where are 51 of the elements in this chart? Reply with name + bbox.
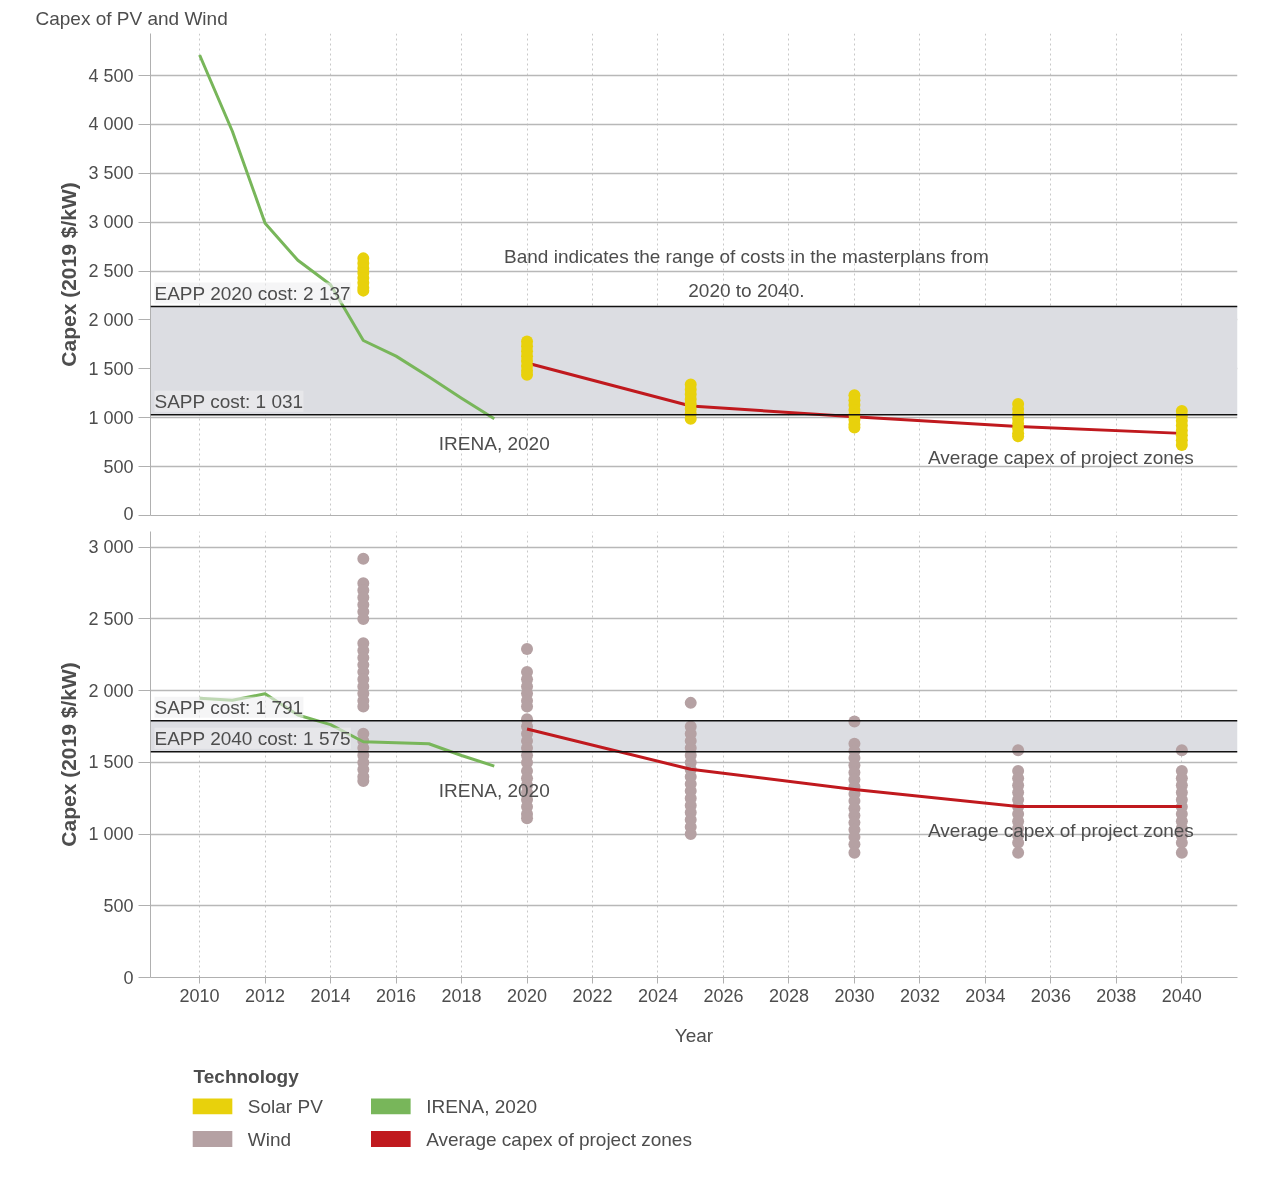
ref-line-label: SAPP cost: 1 031 xyxy=(154,390,304,412)
y-tick-label: 500 xyxy=(103,895,134,916)
legend-label: Average capex of project zones xyxy=(426,1128,692,1150)
x-tick-label: 2012 xyxy=(245,985,286,1006)
y-tick-label: 4 000 xyxy=(88,114,134,135)
legend-label: Solar PV xyxy=(247,1095,324,1117)
y-axis-title: Capex (2019 $/kW) xyxy=(57,662,81,847)
x-tick-label: 2022 xyxy=(572,985,613,1006)
legend-label: IRENA, 2020 xyxy=(426,1095,538,1117)
x-tick-label: 2038 xyxy=(1096,985,1137,1006)
x-tick-label: 2016 xyxy=(376,985,417,1006)
y-tick-label: 3 500 xyxy=(88,163,134,184)
x-tick-label: 2032 xyxy=(899,985,940,1006)
x-tick-label: 2028 xyxy=(768,985,809,1006)
y-tick-label: 2 500 xyxy=(88,608,134,629)
x-tick-label: 2030 xyxy=(834,985,875,1006)
y-tick-label: 4 500 xyxy=(88,65,134,86)
x-axis-title: Year xyxy=(674,1024,714,1046)
y-tick-label: 2 000 xyxy=(88,309,134,330)
x-tick-label: 2026 xyxy=(703,985,744,1006)
series-label: Average capex of project zones xyxy=(928,820,1194,842)
x-tick-label: 2024 xyxy=(637,985,679,1006)
text: IRENA, 2020 xyxy=(438,432,550,454)
series-label: IRENA, 2020 xyxy=(438,780,550,802)
x-tick-label: 2020 xyxy=(507,985,548,1006)
y-tick-label: 2 000 xyxy=(88,680,134,701)
y-tick-label: 3 000 xyxy=(88,537,134,558)
chart-title: Capex of PV and Wind xyxy=(35,7,228,29)
band-label: Band indicates the range of costs in the masterplans from 2020 to 2040. xyxy=(504,245,989,301)
y-tick-label: 0 xyxy=(123,503,134,524)
y-tick-label: 2 500 xyxy=(88,261,134,282)
ref-line-label: EAPP 2020 cost: 2 137 xyxy=(154,282,351,304)
x-tick-label: 2014 xyxy=(310,985,351,1006)
ref-line-label: EAPP 2040 cost: 1 575 xyxy=(154,727,351,749)
y-tick-label: 500 xyxy=(103,456,134,477)
legend-title: Technology xyxy=(193,1066,300,1087)
x-tick-label: 2034 xyxy=(965,985,1006,1006)
x-tick-label: 2040 xyxy=(1161,985,1202,1006)
legend-label: Wind xyxy=(247,1128,292,1150)
y-tick-label: 0 xyxy=(123,967,134,988)
x-tick-label: 2036 xyxy=(1030,985,1071,1006)
y-tick-label: 1 000 xyxy=(88,407,134,428)
x-tick-label: 2018 xyxy=(441,985,482,1006)
ref-line-label: SAPP cost: 1 791 xyxy=(154,696,304,718)
y-tick-label: 1 500 xyxy=(88,358,134,379)
y-tick-label: 1 000 xyxy=(88,824,134,845)
y-tick-label: 3 000 xyxy=(88,212,134,233)
y-tick-label: 1 500 xyxy=(88,752,134,773)
x-tick-label: 2010 xyxy=(179,985,220,1006)
y-axis-title: Capex (2019 $/kW) xyxy=(57,182,81,367)
text: Average capex of project zones xyxy=(928,447,1194,469)
